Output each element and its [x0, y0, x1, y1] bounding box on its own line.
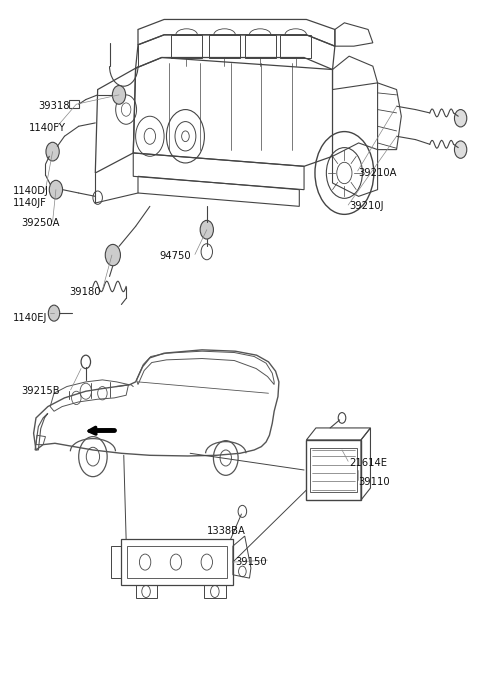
- Text: 1140EJ: 1140EJ: [13, 314, 48, 324]
- Text: 1140JF: 1140JF: [13, 198, 47, 208]
- Text: 1338BA: 1338BA: [207, 526, 246, 536]
- Circle shape: [46, 142, 59, 161]
- Text: 39250A: 39250A: [22, 218, 60, 228]
- Circle shape: [200, 220, 214, 239]
- Text: 39318: 39318: [38, 101, 70, 111]
- Text: 1140DJ: 1140DJ: [13, 186, 49, 196]
- Text: 39210A: 39210A: [359, 168, 397, 178]
- Text: 39215B: 39215B: [22, 386, 60, 396]
- Circle shape: [455, 110, 467, 127]
- Text: 39210J: 39210J: [349, 201, 384, 211]
- Circle shape: [48, 305, 60, 321]
- Circle shape: [105, 244, 120, 266]
- Circle shape: [49, 180, 62, 199]
- Text: 39150: 39150: [235, 557, 267, 567]
- Text: 39110: 39110: [359, 477, 390, 487]
- Text: 21614E: 21614E: [349, 458, 387, 468]
- Circle shape: [112, 85, 126, 104]
- Text: 94750: 94750: [159, 252, 191, 261]
- Text: 39180: 39180: [69, 287, 101, 297]
- Circle shape: [455, 141, 467, 158]
- Text: 1140FY: 1140FY: [29, 123, 66, 133]
